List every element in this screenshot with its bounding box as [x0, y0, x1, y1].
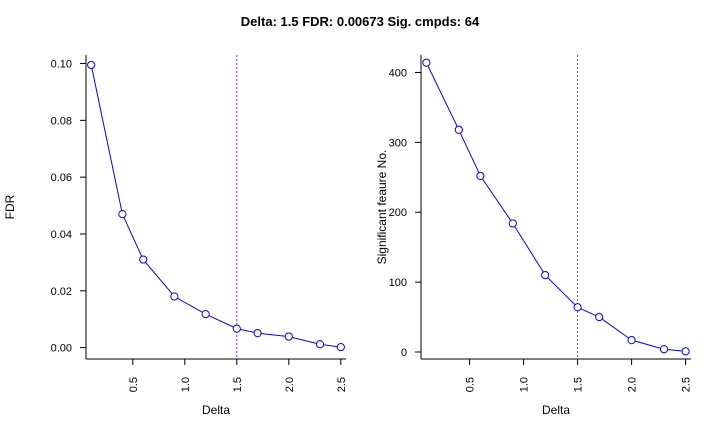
fdr-x-tick-label: 2.0 [284, 377, 296, 392]
fdr-x-axis-label: Delta [202, 403, 230, 417]
sig-line [425, 62, 686, 352]
fdr-point [170, 292, 179, 301]
fdr-point [139, 255, 148, 264]
fdr-x-tick-label: 1.0 [180, 377, 192, 392]
fdr-point [87, 60, 96, 70]
sig-point [659, 345, 669, 354]
fdr-points [87, 60, 345, 352]
fdr-y-tick-label: 0.06 [51, 172, 72, 184]
fdr-axes [85, 55, 346, 360]
sig-point [681, 347, 690, 356]
sig-x-tick-label: 2.5 [681, 377, 693, 392]
fdr-point [232, 324, 241, 333]
sig-x-tick-label: 1.5 [573, 377, 585, 392]
sig-point [476, 171, 485, 181]
sig-point [595, 312, 604, 322]
fdr-y-tick-label: 0.04 [51, 229, 72, 241]
sig-y-tick-label: 0 [401, 347, 407, 359]
sig-point [508, 219, 517, 228]
sig-y-tick-label: 100 [389, 277, 407, 289]
sig-y-axis-label: Significant feaure No. [375, 150, 389, 265]
fdr-point [118, 210, 127, 219]
sig-x-tick-label: 0.5 [465, 377, 477, 392]
sig-point [573, 303, 582, 312]
sig-x-tick-label: 2.0 [627, 377, 639, 392]
figure-title: Delta: 1.5 FDR: 0.00673 Sig. cmpds: 64 [241, 14, 480, 29]
sig-points [422, 58, 690, 356]
fdr-series-line [90, 64, 341, 348]
fdr-point [201, 310, 210, 319]
fdr-y-axis-label: FDR [3, 194, 17, 219]
fdr-ticks: 0.5 1.0 1.5 2.0 2.5 0.00 0.02 0.04 0.06 0.08 0.10 [51, 59, 348, 393]
fdr-x-tick-label: 1.5 [232, 377, 244, 392]
fdr-y-tick-label: 0.02 [51, 286, 72, 298]
sig-ticks: 0.5 1.0 1.5 2.0 2.5 0 100 200 300 400 [389, 67, 693, 392]
sig-feature-panel: 0.5 1.0 1.5 2.0 2.5 0 100 200 300 400 Delta Signi… [375, 55, 693, 417]
sig-y-tick-label: 200 [389, 207, 407, 219]
sig-point [627, 336, 636, 345]
fdr-y-tick-label: 0.10 [51, 59, 72, 71]
fdr-line [90, 64, 341, 348]
fdr-point [284, 332, 293, 341]
fdr-x-tick-label: 2.5 [336, 377, 348, 392]
sig-point [454, 125, 463, 134]
fdr-point [336, 342, 345, 352]
fdr-point [315, 340, 325, 349]
sig-point [422, 58, 431, 67]
fdr-x-tick-label: 0.5 [128, 377, 140, 392]
sig-x-tick-label: 1.0 [519, 377, 531, 392]
fdr-y-tick-label: 0.00 [51, 343, 72, 355]
sig-point [541, 271, 550, 280]
fdr-point [253, 329, 262, 338]
fdr-panel: 0.5 1.0 1.5 2.0 2.50.000.020.040.060.080.10 … [3, 55, 348, 417]
sig-x-axis-label: Delta [542, 403, 570, 417]
sig-series-line [425, 62, 686, 352]
sig-axes [420, 55, 691, 360]
sig-y-tick-label: 400 [389, 67, 407, 79]
fdr-y-tick-label: 0.08 [51, 115, 72, 127]
sig-y-tick-label: 300 [389, 137, 407, 149]
